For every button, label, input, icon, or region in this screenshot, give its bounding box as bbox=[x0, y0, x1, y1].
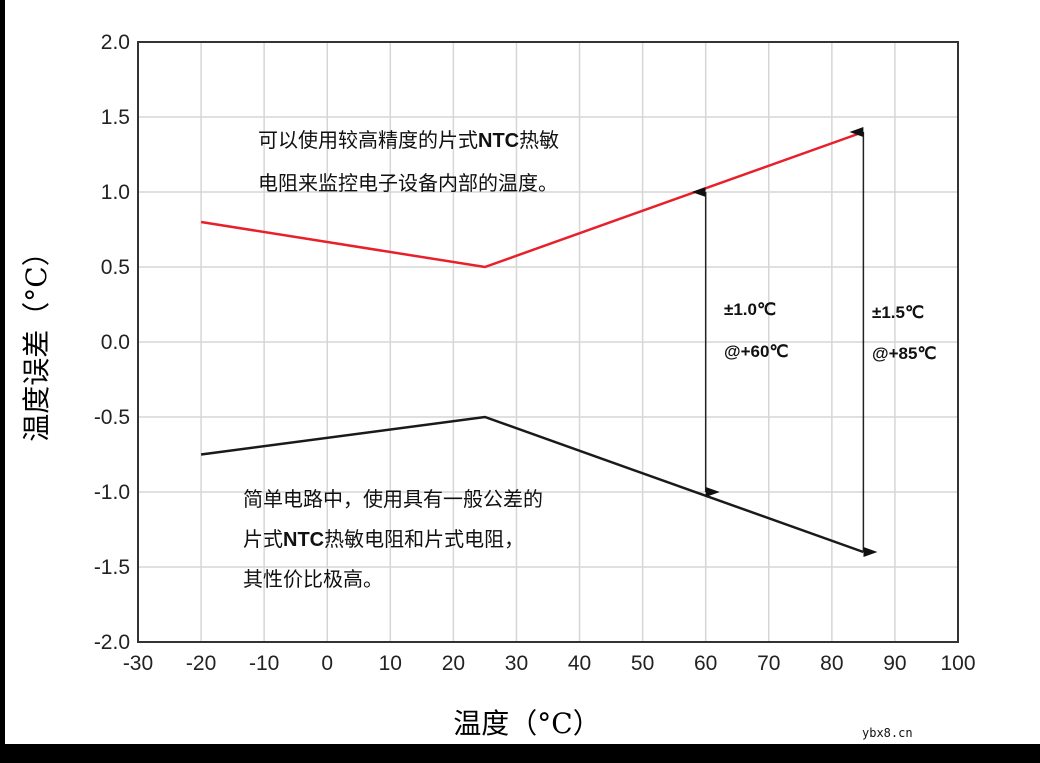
x-tick-label: 60 bbox=[694, 652, 717, 675]
upper-annotation-line-2: 电阻来监控电子设备内部的温度。 bbox=[258, 171, 558, 195]
lower-annotation-line-3: 其性价比极高。 bbox=[243, 567, 383, 591]
line-chart: 2.0 1.5 1.0 0.5 0.0 -0.5 -1.0 -1.5 -2.0 -30 -20 -1… bbox=[20, 31, 976, 740]
x-tick-label: 50 bbox=[631, 652, 654, 675]
x-tick-label: 0 bbox=[321, 652, 333, 675]
x-tick-label: -20 bbox=[186, 652, 216, 675]
x-tick-label: 80 bbox=[820, 652, 843, 675]
tolerance-label-60: ±1.0℃ bbox=[724, 300, 776, 319]
y-tick-label: 0.0 bbox=[101, 331, 130, 354]
black-error-line bbox=[200, 415, 864, 554]
y-tick-label: 2.0 bbox=[101, 31, 130, 54]
upper-annotation-line-1: 可以使用较高精度的片式NTC热敏 bbox=[258, 128, 559, 152]
y-axis-ticks: 2.0 1.5 1.0 0.5 0.0 -0.5 -1.0 -1.5 -2.0 bbox=[94, 31, 130, 654]
x-tick-label: 20 bbox=[442, 652, 465, 675]
tolerance-label-85: ±1.5℃ bbox=[872, 303, 924, 322]
lower-annotation-line-2: 片式NTC热敏电阻和片式电阻， bbox=[243, 527, 524, 551]
x-tick-label: 100 bbox=[940, 652, 975, 675]
watermark: ybx8.cn bbox=[862, 726, 913, 740]
plot-frame bbox=[137, 41, 959, 643]
y-axis-title: 温度误差（°C） bbox=[20, 238, 53, 441]
y-tick-label: 0.5 bbox=[101, 256, 130, 279]
tolerance-condition-85: @+85℃ bbox=[872, 344, 937, 363]
x-tick-label: 90 bbox=[883, 652, 906, 675]
tolerance-condition-60: @+60℃ bbox=[724, 342, 789, 361]
red-error-line bbox=[200, 130, 864, 269]
y-tick-label: -2.0 bbox=[94, 631, 130, 654]
y-tick-label: -1.0 bbox=[94, 481, 130, 504]
x-tick-label: 10 bbox=[379, 652, 402, 675]
x-tick-label: 40 bbox=[568, 652, 591, 675]
tolerance-arrows bbox=[691, 127, 878, 557]
x-tick-label: -10 bbox=[249, 652, 279, 675]
chart-canvas: 2.0 1.5 1.0 0.5 0.0 -0.5 -1.0 -1.5 -2.0 -30 -20 -1… bbox=[5, 0, 1040, 744]
x-axis-ticks: -30 -20 -10 0 10 20 30 40 50 60 70 80 90 100 bbox=[123, 652, 976, 675]
y-tick-label: 1.0 bbox=[101, 181, 130, 204]
data-series bbox=[200, 130, 864, 554]
y-tick-label: -0.5 bbox=[94, 406, 130, 429]
x-tick-label: -30 bbox=[123, 652, 153, 675]
lower-annotation-line-1: 简单电路中，使用具有一般公差的 bbox=[243, 487, 543, 511]
y-tick-label: -1.5 bbox=[94, 556, 130, 579]
y-tick-label: 1.5 bbox=[101, 106, 130, 129]
x-tick-label: 30 bbox=[505, 652, 528, 675]
x-tick-label: 70 bbox=[757, 652, 780, 675]
x-axis-title: 温度（°C） bbox=[453, 707, 600, 740]
